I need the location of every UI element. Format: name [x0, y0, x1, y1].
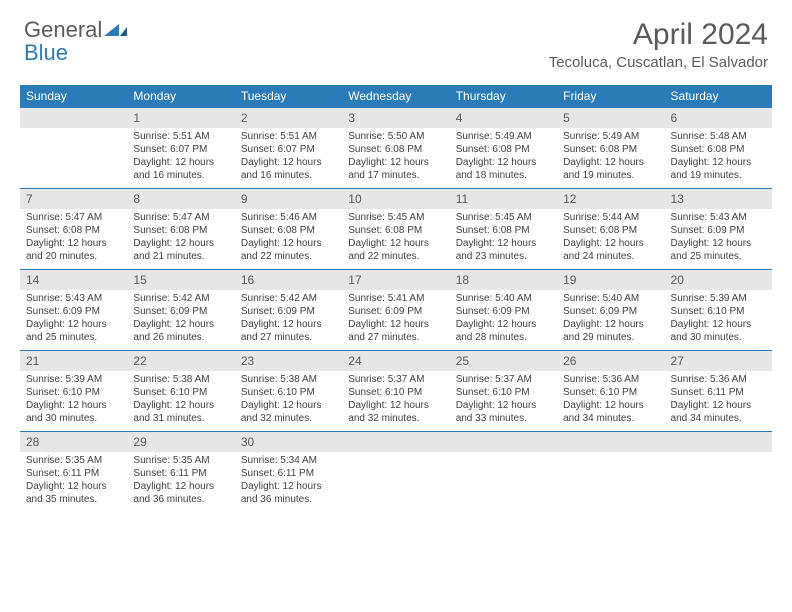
day-number-cell: 29: [127, 432, 234, 453]
day-content-cell: Sunrise: 5:43 AMSunset: 6:09 PMDaylight:…: [665, 209, 772, 270]
title-block: April 2024 Tecoluca, Cuscatlan, El Salva…: [549, 18, 768, 71]
day-number-cell: 16: [235, 270, 342, 291]
day-content-cell: Sunrise: 5:49 AMSunset: 6:08 PMDaylight:…: [557, 128, 664, 189]
day-number-row: 282930: [20, 432, 772, 453]
day-content-cell: Sunrise: 5:35 AMSunset: 6:11 PMDaylight:…: [127, 452, 234, 512]
brand-part2: Blue: [24, 40, 68, 65]
day-content-cell: Sunrise: 5:47 AMSunset: 6:08 PMDaylight:…: [127, 209, 234, 270]
day-number-cell: 30: [235, 432, 342, 453]
day-number-cell: 13: [665, 189, 772, 210]
day-number-cell: 19: [557, 270, 664, 291]
day-number-cell: [557, 432, 664, 453]
location-text: Tecoluca, Cuscatlan, El Salvador: [549, 54, 768, 71]
day-content-cell: Sunrise: 5:39 AMSunset: 6:10 PMDaylight:…: [665, 290, 772, 351]
day-number-cell: [20, 108, 127, 129]
day-header: Tuesday: [235, 85, 342, 108]
day-number-cell: 18: [450, 270, 557, 291]
page-header: GeneralBlue April 2024 Tecoluca, Cuscatl…: [0, 0, 792, 77]
day-number-row: 78910111213: [20, 189, 772, 210]
day-content-cell: Sunrise: 5:37 AMSunset: 6:10 PMDaylight:…: [450, 371, 557, 432]
logo-icon: [104, 18, 128, 41]
day-number-cell: 28: [20, 432, 127, 453]
day-content-cell: Sunrise: 5:42 AMSunset: 6:09 PMDaylight:…: [127, 290, 234, 351]
day-header-row: SundayMondayTuesdayWednesdayThursdayFrid…: [20, 85, 772, 108]
day-number-cell: 24: [342, 351, 449, 372]
day-content-cell: Sunrise: 5:47 AMSunset: 6:08 PMDaylight:…: [20, 209, 127, 270]
day-content-row: Sunrise: 5:43 AMSunset: 6:09 PMDaylight:…: [20, 290, 772, 351]
day-number-cell: 10: [342, 189, 449, 210]
day-number-cell: 6: [665, 108, 772, 129]
day-number-row: 21222324252627: [20, 351, 772, 372]
day-content-cell: Sunrise: 5:45 AMSunset: 6:08 PMDaylight:…: [342, 209, 449, 270]
day-content-cell: Sunrise: 5:40 AMSunset: 6:09 PMDaylight:…: [450, 290, 557, 351]
day-content-cell: Sunrise: 5:34 AMSunset: 6:11 PMDaylight:…: [235, 452, 342, 512]
day-number-row: 123456: [20, 108, 772, 129]
day-header: Monday: [127, 85, 234, 108]
day-number-cell: 8: [127, 189, 234, 210]
brand-part1: General: [24, 17, 102, 42]
day-number-cell: 2: [235, 108, 342, 129]
month-title: April 2024: [549, 18, 768, 52]
day-content-cell: Sunrise: 5:50 AMSunset: 6:08 PMDaylight:…: [342, 128, 449, 189]
day-content-cell: Sunrise: 5:45 AMSunset: 6:08 PMDaylight:…: [450, 209, 557, 270]
day-content-cell: Sunrise: 5:39 AMSunset: 6:10 PMDaylight:…: [20, 371, 127, 432]
day-content-cell: [450, 452, 557, 512]
day-number-cell: 1: [127, 108, 234, 129]
day-header: Friday: [557, 85, 664, 108]
day-content-cell: Sunrise: 5:36 AMSunset: 6:11 PMDaylight:…: [665, 371, 772, 432]
day-content-cell: Sunrise: 5:37 AMSunset: 6:10 PMDaylight:…: [342, 371, 449, 432]
day-content-cell: Sunrise: 5:41 AMSunset: 6:09 PMDaylight:…: [342, 290, 449, 351]
day-number-cell: [450, 432, 557, 453]
day-content-cell: Sunrise: 5:46 AMSunset: 6:08 PMDaylight:…: [235, 209, 342, 270]
day-content-cell: Sunrise: 5:51 AMSunset: 6:07 PMDaylight:…: [127, 128, 234, 189]
day-content-cell: Sunrise: 5:44 AMSunset: 6:08 PMDaylight:…: [557, 209, 664, 270]
day-header: Saturday: [665, 85, 772, 108]
day-number-cell: 12: [557, 189, 664, 210]
day-content-cell: Sunrise: 5:48 AMSunset: 6:08 PMDaylight:…: [665, 128, 772, 189]
day-content-row: Sunrise: 5:39 AMSunset: 6:10 PMDaylight:…: [20, 371, 772, 432]
day-number-cell: 5: [557, 108, 664, 129]
day-number-cell: 25: [450, 351, 557, 372]
day-number-cell: 4: [450, 108, 557, 129]
day-content-cell: [557, 452, 664, 512]
calendar-body: 123456Sunrise: 5:51 AMSunset: 6:07 PMDay…: [20, 108, 772, 513]
day-content-cell: [342, 452, 449, 512]
day-number-cell: 22: [127, 351, 234, 372]
day-content-cell: Sunrise: 5:35 AMSunset: 6:11 PMDaylight:…: [20, 452, 127, 512]
day-content-cell: Sunrise: 5:40 AMSunset: 6:09 PMDaylight:…: [557, 290, 664, 351]
day-content-cell: Sunrise: 5:49 AMSunset: 6:08 PMDaylight:…: [450, 128, 557, 189]
calendar-table: SundayMondayTuesdayWednesdayThursdayFrid…: [20, 85, 772, 512]
day-content-cell: Sunrise: 5:42 AMSunset: 6:09 PMDaylight:…: [235, 290, 342, 351]
day-content-cell: [665, 452, 772, 512]
day-content-cell: Sunrise: 5:51 AMSunset: 6:07 PMDaylight:…: [235, 128, 342, 189]
day-number-cell: [665, 432, 772, 453]
day-content-cell: Sunrise: 5:36 AMSunset: 6:10 PMDaylight:…: [557, 371, 664, 432]
day-number-cell: 9: [235, 189, 342, 210]
day-header: Wednesday: [342, 85, 449, 108]
day-content-row: Sunrise: 5:51 AMSunset: 6:07 PMDaylight:…: [20, 128, 772, 189]
day-header: Sunday: [20, 85, 127, 108]
day-number-cell: 14: [20, 270, 127, 291]
day-number-cell: [342, 432, 449, 453]
day-number-cell: 7: [20, 189, 127, 210]
day-content-cell: Sunrise: 5:38 AMSunset: 6:10 PMDaylight:…: [127, 371, 234, 432]
day-number-cell: 15: [127, 270, 234, 291]
day-number-cell: 23: [235, 351, 342, 372]
day-number-cell: 20: [665, 270, 772, 291]
day-content-cell: Sunrise: 5:38 AMSunset: 6:10 PMDaylight:…: [235, 371, 342, 432]
day-number-cell: 21: [20, 351, 127, 372]
day-number-cell: 26: [557, 351, 664, 372]
day-content-row: Sunrise: 5:35 AMSunset: 6:11 PMDaylight:…: [20, 452, 772, 512]
day-number-cell: 17: [342, 270, 449, 291]
day-number-row: 14151617181920: [20, 270, 772, 291]
day-number-cell: 3: [342, 108, 449, 129]
brand-logo: GeneralBlue: [24, 18, 128, 64]
day-content-cell: Sunrise: 5:43 AMSunset: 6:09 PMDaylight:…: [20, 290, 127, 351]
day-number-cell: 27: [665, 351, 772, 372]
day-content-row: Sunrise: 5:47 AMSunset: 6:08 PMDaylight:…: [20, 209, 772, 270]
day-content-cell: [20, 128, 127, 189]
day-header: Thursday: [450, 85, 557, 108]
day-number-cell: 11: [450, 189, 557, 210]
